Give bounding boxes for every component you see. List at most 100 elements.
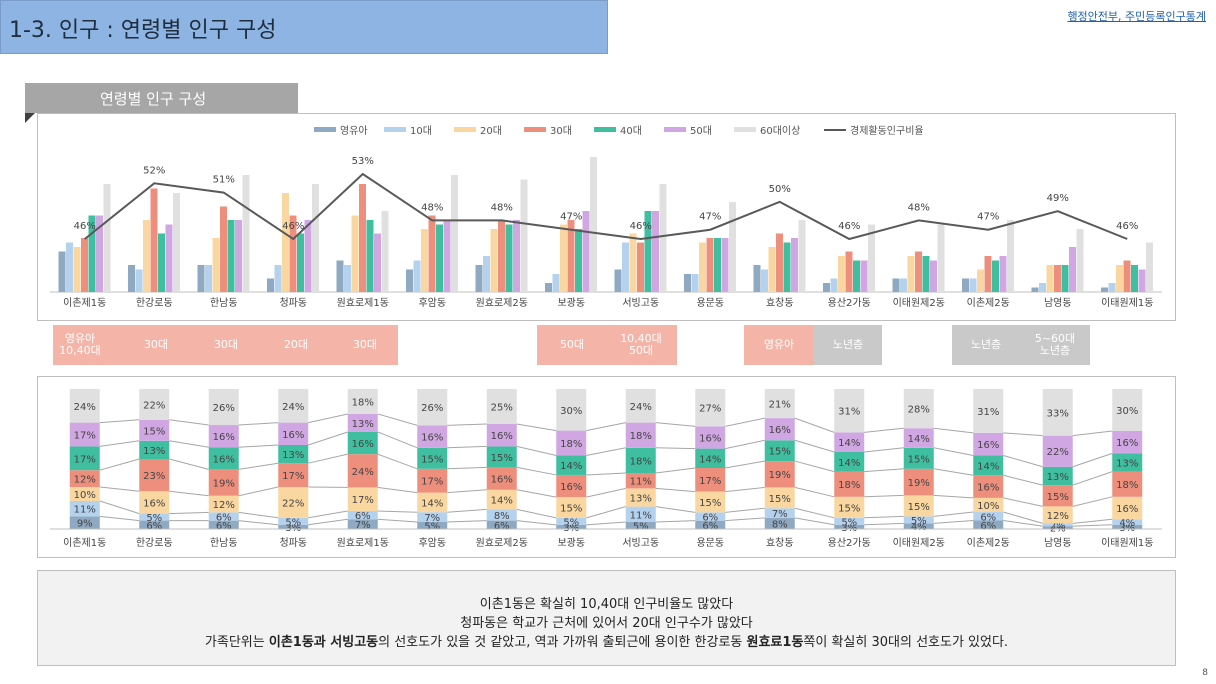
bar-group-한남동 [197,175,250,292]
series-connector [1072,430,1113,437]
segment-twenties [625,488,656,507]
line-data-label: 48% [421,202,443,213]
bar-infant [823,283,830,292]
highlight-tag: 영유아 10,40대 [59,332,101,357]
segment-label: 3% [841,523,857,534]
bar-forties [992,260,999,292]
line-data-label: 47% [699,212,721,223]
highlight-tag: 30대 [213,338,239,351]
bar-teens [135,269,143,292]
segment-fifties [1042,435,1073,467]
series-connector [655,506,696,513]
bar-infant [545,283,552,292]
segment-label: 3% [1119,523,1135,534]
x-tick-label: 이촌제1동 [63,297,106,309]
bar-twenties [421,229,428,292]
series-connector [586,447,626,457]
summary-box: 이촌1동은 확실히 10,40대 인구비율도 많았다 청파동은 학교가 근처에 … [37,570,1176,666]
segment-thirties [764,461,795,488]
bar-sixty-plus [242,175,250,292]
bar-group-한강로동 [128,188,180,292]
stack-효창동: 8%7% 15% 19% 15% 16% 21% [764,389,795,530]
bar-teens [900,278,907,292]
legend-swatch [734,127,756,132]
segment-teens [625,506,656,522]
segment-label: 14% [421,498,443,509]
line-data-label: 53% [352,156,374,167]
legend-label: 30대 [550,125,572,137]
series-connector [377,486,418,494]
highlight-tag: 20대 [283,338,309,351]
bar-sixty-plus [451,175,458,292]
segment-label: 18% [560,439,582,450]
series-connector [308,431,348,446]
segment-label: 31% [838,407,860,418]
segment-label: 16% [491,475,513,486]
bar-forties [88,215,96,292]
bar-group-청파동 [267,184,319,292]
x-tick-label: 효창동 [766,537,794,549]
series-connector [308,413,348,424]
segment-twenties [556,497,587,518]
segment-teens [278,517,309,525]
segment-label: 7% [355,520,371,531]
line-data-label: 49% [1047,193,1069,204]
series-connector [864,494,904,498]
segment-label: 16% [1116,438,1138,449]
series-connector [447,445,487,449]
bar-fifties [96,215,103,292]
segment-twenties [486,489,517,510]
source-link[interactable]: 행정안전부, 주민등록인구통계 [1067,10,1206,23]
line-data-label: 48% [491,202,513,213]
segment-infant [1042,526,1073,529]
legend-item-infant: 영유아 [314,125,368,137]
segment-label: 7% [772,509,788,520]
segment-label: 13% [282,450,304,461]
segment-forties [69,446,100,471]
segment-label: 16% [977,483,999,494]
series-connector [655,447,696,450]
segment-infant [556,524,587,529]
series-connector [655,520,696,523]
segment-teens [139,513,170,521]
bar-thirties [637,242,644,292]
bar-group-이촌제2동 [962,220,1014,292]
bar-fifties [652,211,659,292]
segment-label: 14% [699,454,721,465]
bar-thirties [776,233,783,292]
segment-label: 16% [699,434,721,445]
segment-label: 3% [285,523,301,534]
segment-forties [1112,453,1143,472]
segment-forties [1042,466,1073,486]
section-title: 연령별 인구 구성 [100,90,207,108]
segment-teens [1112,519,1143,525]
segment-label: 24% [630,402,652,413]
segment-label: 18% [1116,480,1138,491]
segment-label: 18% [630,431,652,442]
segment-twenties [1042,506,1073,524]
segment-label: 12% [1047,511,1069,522]
line-data-label: 50% [769,184,791,195]
series-connector [1003,511,1043,524]
segment-label: 14% [560,461,582,472]
stack-남영동: 2%2%12%15%13%22%33% [1042,389,1073,535]
segment-forties [903,447,934,469]
segment-label: 19% [769,470,791,481]
segment-label: 11% [630,477,652,488]
bar-infant [614,269,622,292]
legend-item-sixty-plus: 60대이상 [734,125,800,137]
bar-fifties [443,220,451,292]
bar-sixty-plus [1076,229,1084,292]
bar-group-서빙고동 [614,184,667,292]
series-connector [377,510,418,513]
bar-thirties [845,251,853,292]
segment-label: 17% [74,454,96,465]
segment-label: 16% [421,433,443,444]
bar-forties [922,256,930,292]
series-connector [169,458,209,470]
segment-infant [139,520,170,529]
legend-label: 40대 [620,125,642,137]
series-connector [516,445,557,457]
segment-label: 17% [421,477,443,488]
segment-label: 15% [838,503,860,514]
